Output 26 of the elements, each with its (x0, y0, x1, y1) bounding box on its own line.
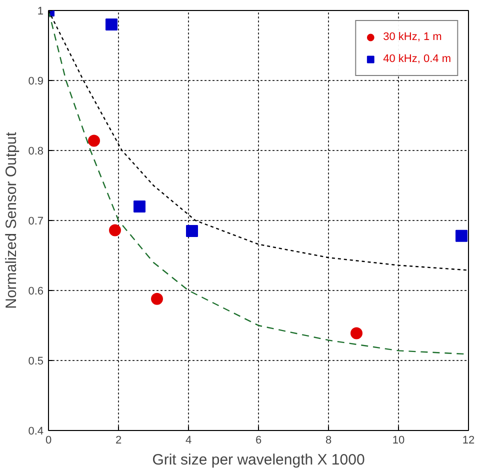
x-tick-label: 2 (115, 434, 122, 446)
point (88, 134, 100, 147)
y-axis-title: Normalized Sensor Output (3, 131, 20, 309)
y-tick-label: 0.8 (28, 146, 44, 158)
x-tick-label: 6 (255, 434, 262, 446)
y-tick-label: 1 (37, 6, 44, 18)
y-tick-label: 0.7 (28, 216, 44, 228)
x-tick-label: 0 (45, 434, 52, 446)
x-tick-label: 8 (325, 434, 332, 446)
legend-label: 40 kHz, 0.4 m (383, 53, 451, 65)
point (151, 292, 163, 305)
point (134, 200, 146, 212)
y-tick-label: 0.9 (28, 76, 44, 88)
legend-label: 30 kHz, 1 m (383, 31, 442, 43)
point (350, 327, 362, 340)
point (109, 224, 121, 236)
point (106, 18, 118, 30)
x-tick-label: 12 (462, 434, 475, 446)
x-axis-title: Grit size per wavelength X 1000 (152, 452, 365, 468)
y-tick-label: 0.6 (28, 286, 44, 298)
y-tick-label: 0.4 (28, 426, 44, 438)
y-tick-label: 0.5 (28, 356, 44, 368)
point (456, 230, 468, 242)
x-tick-label: 10 (392, 434, 405, 446)
point (186, 225, 198, 237)
x-tick-label: 4 (185, 434, 192, 446)
